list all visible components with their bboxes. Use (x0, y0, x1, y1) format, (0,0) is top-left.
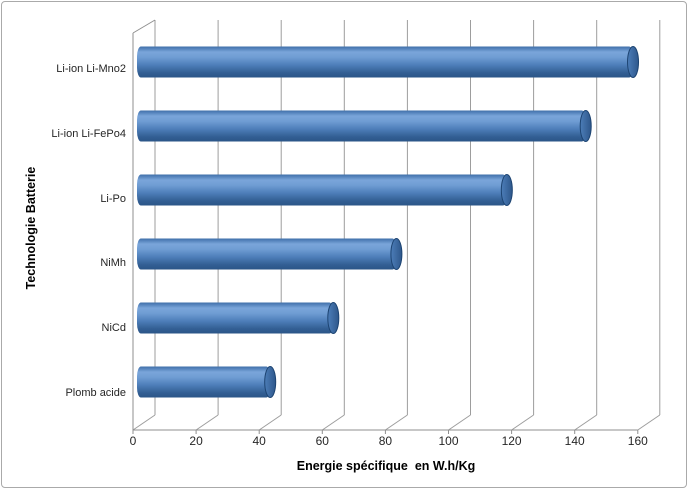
value-tick-label: 20 (189, 434, 203, 448)
gridline-perspective-foot (258, 414, 282, 431)
bar-cylinder-body (137, 302, 334, 334)
axis-lines-group (132, 19, 639, 434)
bar-cylinder-cap (579, 110, 592, 142)
bar-cylinder-body (137, 174, 507, 206)
category-label: Li-ion Li-Mno2 (56, 63, 126, 75)
value-tick-label: 160 (627, 434, 648, 448)
category-label: NiCd (101, 322, 126, 335)
value-tick-label: 120 (501, 434, 522, 448)
category-label: Li-Po (100, 192, 126, 205)
gridline-perspective-foot (448, 414, 471, 431)
category-label: Li-ion Li-FePo4 (51, 127, 126, 140)
value-tick-label: 40 (252, 434, 266, 448)
category-label: Plomb acide (65, 387, 126, 399)
y-axis-title: Technologie Batterie (24, 166, 38, 290)
bar-cylinder-body (137, 238, 397, 270)
gridline-perspective-foot (574, 414, 597, 431)
value-tick-label: 100 (438, 434, 459, 448)
value-tick-label: 0 (129, 434, 137, 448)
bar-cylinder-body (137, 110, 586, 142)
gridline-perspective-foot (511, 414, 534, 431)
left-wall-top-diagonal (132, 19, 156, 34)
bar-cylinder-cap (264, 366, 277, 398)
gridline-perspective-foot (637, 414, 661, 431)
bar-cylinder-cap (390, 238, 403, 270)
category-label: NiMh (100, 257, 126, 270)
bars-group (137, 46, 640, 398)
x-axis-title: Energie spécifique en W.h/Kg (296, 459, 476, 473)
gridline-perspective-foot (195, 414, 219, 431)
value-tick-label: 60 (315, 434, 329, 448)
gridline-perspective-foot (385, 414, 408, 431)
bar-cylinder-cap (327, 302, 340, 334)
bar-cylinder-body (137, 366, 271, 398)
bar-cylinder-cap (500, 174, 513, 206)
bar-cylinder-cap (627, 46, 640, 78)
bar-cylinder-body (137, 46, 634, 78)
gridlines-group (132, 20, 661, 431)
gridline-perspective-foot (132, 414, 156, 431)
gridline-perspective-foot (322, 414, 345, 431)
value-tick-label: 140 (564, 434, 585, 448)
value-tick-label: 80 (378, 434, 393, 448)
